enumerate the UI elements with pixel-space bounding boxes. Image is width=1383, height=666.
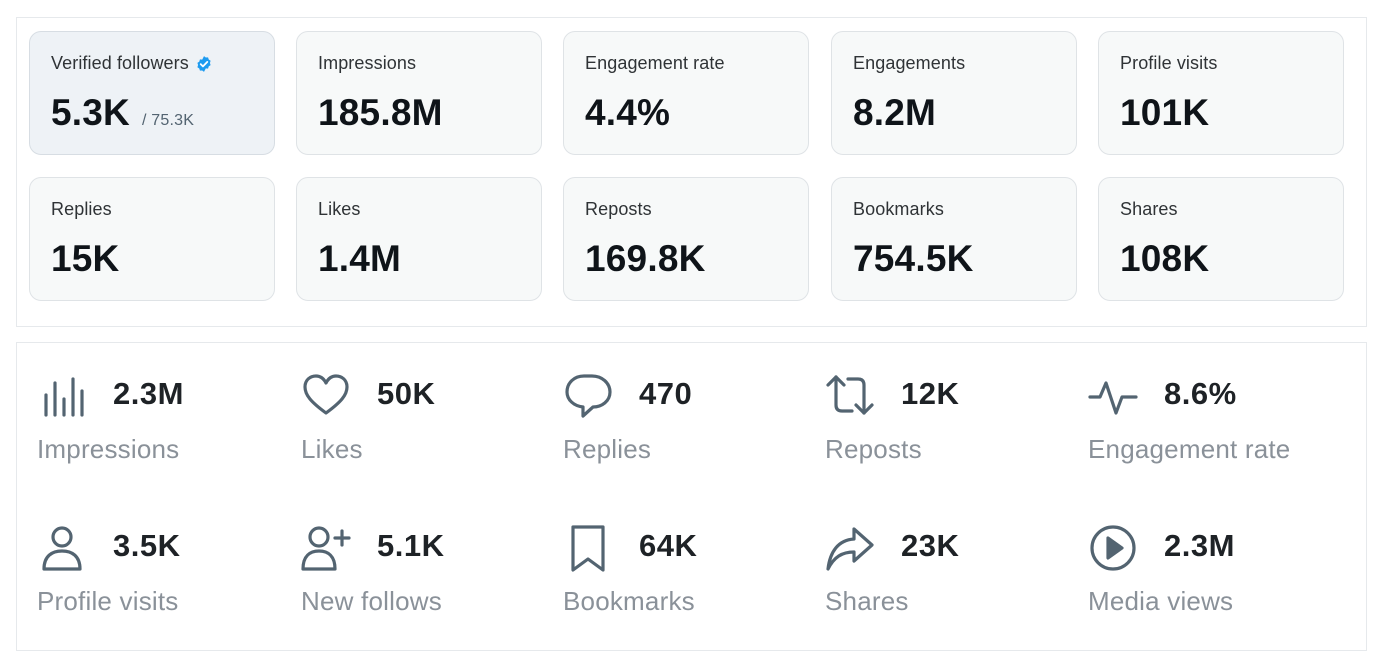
- metric-label: Engagement rate: [585, 53, 725, 73]
- metric-value: 169.8K: [585, 238, 706, 279]
- person-icon: [37, 523, 87, 573]
- post-activity-stats-panel: 2.3M Impressions 50K Likes 470 Replies: [16, 342, 1367, 651]
- stat-profile-visits[interactable]: 3.5K Profile visits: [37, 523, 297, 643]
- metric-label: Impressions: [318, 53, 417, 73]
- stat-value: 2.3M: [1164, 528, 1235, 563]
- speech-bubble-icon: [563, 371, 613, 421]
- bookmark-icon: [563, 523, 613, 573]
- metric-total: / 75.3K: [141, 112, 195, 129]
- stat-impressions[interactable]: 2.3M Impressions: [37, 371, 297, 491]
- stat-value: 470: [639, 376, 693, 411]
- bar-chart-icon: [37, 371, 87, 421]
- metric-label: Bookmarks: [853, 199, 944, 219]
- stat-shares[interactable]: 23K Shares: [825, 523, 1085, 643]
- stat-value: 23K: [901, 528, 960, 563]
- metric-card-shares[interactable]: Shares 108K: [1098, 177, 1344, 301]
- stat-value: 3.5K: [113, 528, 181, 563]
- stat-value: 8.6%: [1164, 376, 1237, 411]
- metric-card-engagements[interactable]: Engagements 8.2M: [831, 31, 1077, 155]
- metric-value: 185.8M: [318, 92, 443, 133]
- metric-value: 5.3K: [51, 92, 130, 133]
- metric-label: Replies: [51, 199, 112, 219]
- stat-label: Likes: [301, 434, 363, 464]
- pulse-icon: [1088, 371, 1138, 421]
- metric-label: Shares: [1120, 199, 1178, 219]
- stat-new-follows[interactable]: 5.1K New follows: [301, 523, 561, 643]
- metric-card-bookmarks[interactable]: Bookmarks 754.5K: [831, 177, 1077, 301]
- metric-card-likes[interactable]: Likes 1.4M: [296, 177, 542, 301]
- metric-value: 4.4%: [585, 92, 671, 133]
- stat-likes[interactable]: 50K Likes: [301, 371, 561, 491]
- stat-value: 5.1K: [377, 528, 445, 563]
- metric-value: 15K: [51, 238, 120, 279]
- stat-value: 12K: [901, 376, 960, 411]
- metric-value: 108K: [1120, 238, 1210, 279]
- stat-label: Shares: [825, 586, 909, 616]
- metric-label: Verified followers: [51, 53, 189, 73]
- stat-bookmarks[interactable]: 64K Bookmarks: [563, 523, 823, 643]
- stat-label: Bookmarks: [563, 586, 695, 616]
- metric-label: Reposts: [585, 199, 652, 219]
- person-add-icon: [301, 523, 351, 573]
- share-arrow-icon: [825, 523, 875, 573]
- stat-replies[interactable]: 470 Replies: [563, 371, 823, 491]
- stat-label: Media views: [1088, 586, 1234, 616]
- stat-engagement-rate[interactable]: 8.6% Engagement rate: [1088, 371, 1348, 491]
- heart-icon: [301, 371, 351, 421]
- stat-label: Engagement rate: [1088, 434, 1291, 464]
- metric-card-impressions[interactable]: Impressions 185.8M: [296, 31, 542, 155]
- verified-badge-icon: [197, 55, 211, 72]
- metric-value: 8.2M: [853, 92, 937, 133]
- metric-card-verified-followers[interactable]: Verified followers 5.3K / 75.3K: [29, 31, 275, 155]
- stat-label: Impressions: [37, 434, 180, 464]
- play-circle-icon: [1088, 523, 1138, 573]
- metric-label: Profile visits: [1120, 53, 1218, 73]
- metric-card-engagement-rate[interactable]: Engagement rate 4.4%: [563, 31, 809, 155]
- stat-media-views[interactable]: 2.3M Media views: [1088, 523, 1348, 643]
- stat-label: Profile visits: [37, 586, 179, 616]
- stat-value: 50K: [377, 376, 436, 411]
- repost-icon: [825, 371, 875, 421]
- stat-label: Reposts: [825, 434, 922, 464]
- stat-value: 2.3M: [113, 376, 184, 411]
- metric-value: 101K: [1120, 92, 1210, 133]
- metric-card-replies[interactable]: Replies 15K: [29, 177, 275, 301]
- metric-card-reposts[interactable]: Reposts 169.8K: [563, 177, 809, 301]
- stat-label: Replies: [563, 434, 652, 464]
- metric-value: 1.4M: [318, 238, 402, 279]
- post-metrics-summary-panel: Verified followers 5.3K / 75.3K Impressi…: [16, 17, 1367, 327]
- stat-value: 64K: [639, 528, 698, 563]
- stat-label: New follows: [301, 586, 442, 616]
- metric-label: Engagements: [853, 53, 966, 73]
- metric-value: 754.5K: [853, 238, 974, 279]
- metric-label: Likes: [318, 199, 361, 219]
- stat-reposts[interactable]: 12K Reposts: [825, 371, 1085, 491]
- metric-card-profile-visits[interactable]: Profile visits 101K: [1098, 31, 1344, 155]
